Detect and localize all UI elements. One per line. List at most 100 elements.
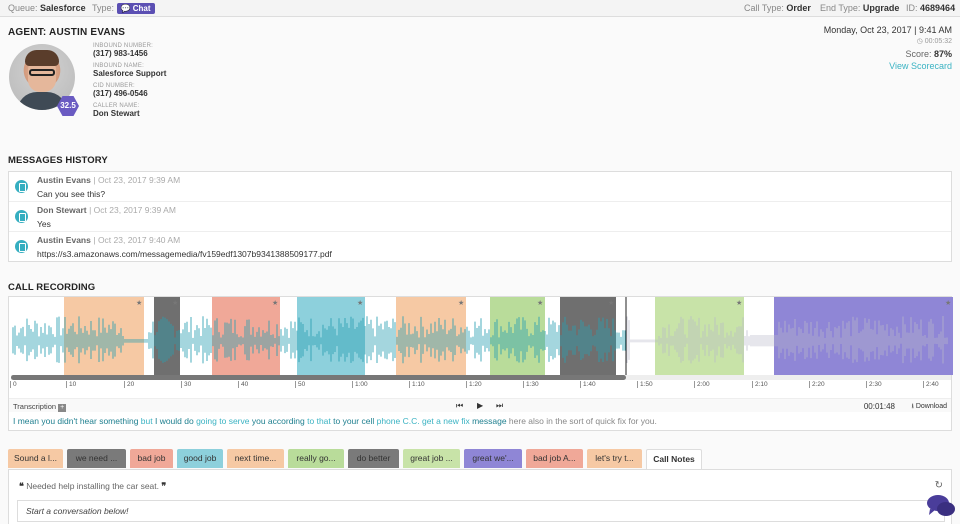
timeline-tick: 1:50 [637,381,653,388]
timeline-tick: 1:30 [523,381,539,388]
id-info: ID: 4689464 [906,3,956,13]
transcript-word[interactable]: to that [304,416,334,426]
player-controls: Transcription + ⏮ ▶ ⏭ 00:01:48 ⭳ Downloa… [9,398,951,412]
mobile-icon [15,180,28,193]
star-icon[interactable]: ★ [458,299,464,307]
comment-segment[interactable] [212,297,280,375]
timeline-tick: 1:00 [352,381,368,388]
message-link[interactable]: https://s3.amazonaws.com/messagemedia/fv… [37,249,332,259]
transcription-toggle[interactable]: Transcription + [13,402,67,412]
tab-comment[interactable]: great we'... [464,449,522,468]
timeline-tick: 1:40 [580,381,596,388]
transcript-word[interactable]: phone C.C. [374,416,422,426]
comment-segment[interactable] [64,297,144,375]
timeline-tick: 1:20 [466,381,482,388]
cid-number: (317) 496-0546 [93,89,148,98]
timeline-tick: 50 [295,381,305,388]
transcript-text: I mean you didn't hear something but I w… [13,416,657,426]
timeline-tick: 2:30 [866,381,882,388]
transcript-word[interactable]: but [138,416,155,426]
call-type-info: Call Type: Order [744,3,811,13]
end-type-info: End Type: Upgrade [820,3,900,13]
tab-comment[interactable]: do better [348,449,399,468]
tab-comment[interactable]: let's try t... [587,449,642,468]
star-icon[interactable]: ★ [272,299,278,307]
play-button[interactable]: ▶ [477,401,484,410]
star-icon[interactable]: ★ [945,299,951,307]
timeline-tick: 30 [181,381,191,388]
star-icon[interactable]: ★ [608,299,614,307]
chat-bubbles-icon[interactable] [926,493,956,519]
comment-segment[interactable] [560,297,616,375]
tab-comment[interactable]: we need ... [67,449,126,468]
call-meta: Monday, Oct 23, 2017 | 9:41 AM ◷ 00:05:3… [824,24,952,72]
quote-open-icon: ❝ [19,481,24,491]
view-scorecard-link[interactable]: View Scorecard [889,61,952,71]
scrollbar-thumb[interactable] [11,375,626,380]
call-recording-panel: ★ ★ ★ ★ ★ ★ ★ ★ ★ 0 10 20 30 40 50 1:00 1:10 1:20 1:30 1:4… [8,296,953,431]
message-item: Austin Evans | Oct 23, 2017 9:39 AM Can … [9,172,951,202]
call-duration: ◷ 00:05:32 [916,38,952,45]
transcript-word[interactable]: here also in the sort of quick fix for y… [508,416,657,426]
tab-comment[interactable]: Sound a l... [8,449,63,468]
tab-comment[interactable]: next time... [227,449,284,468]
call-recording-title: CALL RECORDING [8,282,96,293]
timeline-tick: 0 [10,381,17,388]
transcript-word[interactable]: going to serve [193,416,252,426]
agent-title: AGENT: AUSTIN EVANS [8,27,126,38]
star-icon[interactable]: ★ [172,299,178,307]
transcript-word[interactable]: get a new fix [421,416,470,426]
inbound-number: (317) 983-1456 [93,49,148,58]
messages-history-title: MESSAGES HISTORY [8,155,108,166]
timeline-tick: 10 [66,381,76,388]
timeline-tick: 2:40 [923,381,939,388]
messages-list: Austin Evans | Oct 23, 2017 9:39 AM Can … [8,171,952,262]
clock-icon: ◷ [916,38,923,45]
type-info: Type: 💬 Chat [92,3,155,14]
tab-comment[interactable]: bad job [130,449,173,468]
note-quote: ❝ Needed help installing the car seat. ❞ [19,481,167,491]
top-bar: Queue: Salesforce Type: 💬 Chat Call Type… [0,0,960,17]
timeline-tick: 2:10 [752,381,768,388]
caller-name: Don Stewart [93,109,140,118]
waveform-scrollbar[interactable] [11,375,951,380]
tab-call-notes[interactable]: Call Notes [646,449,702,469]
queue-value: Salesforce [40,3,86,13]
star-icon[interactable]: ★ [736,299,742,307]
call-score: Score: 87% [905,49,952,59]
conversation-input[interactable]: Start a conversation below! [17,500,945,522]
timeline-tick: 20 [124,381,134,388]
agent-avatar [9,44,75,110]
refresh-icon[interactable]: ↻ [934,480,943,491]
agent-score-badge: 32.5 [57,96,79,116]
waveform[interactable]: ★ ★ ★ ★ ★ ★ ★ ★ ★ [9,297,953,375]
tab-comment[interactable]: good job [177,449,223,468]
message-item: Austin Evans | Oct 23, 2017 9:40 AM http… [9,232,951,262]
transcript-word[interactable]: I would do [154,416,194,426]
tab-comment[interactable]: great job ... [403,449,460,468]
message-item: Don Stewart | Oct 23, 2017 9:39 AM Yes [9,202,951,232]
call-notes-panel: ❝ Needed help installing the car seat. ❞… [8,469,952,524]
chat-type-badge: 💬 Chat [116,3,155,14]
transcript-word[interactable]: to your cell [333,416,375,426]
fast-forward-button[interactable]: ⏭ [496,401,504,410]
star-icon[interactable]: ★ [357,299,363,307]
mobile-icon [15,210,28,223]
mobile-icon [15,240,28,253]
transcript-word[interactable]: I mean you didn't hear something [13,416,139,426]
queue-info: Queue: Salesforce [8,3,86,13]
star-icon[interactable]: ★ [537,299,543,307]
download-icon: ⭳ [911,403,914,410]
tab-comment[interactable]: really go... [288,449,344,468]
download-button[interactable]: ⭳ Download [911,403,947,410]
star-icon[interactable]: ★ [136,299,142,307]
transcript-word[interactable]: message [469,416,509,426]
current-time: 00:01:48 [863,402,895,411]
transcript-word[interactable]: you according [251,416,305,426]
rewind-button[interactable]: ⏮ [456,401,464,410]
call-datetime: Monday, Oct 23, 2017 | 9:41 AM [823,25,952,35]
tab-comment[interactable]: bad job A... [526,449,583,468]
timeline-tick: 40 [238,381,248,388]
timeline-tick: 1:10 [409,381,425,388]
quote-close-icon: ❞ [161,481,167,491]
